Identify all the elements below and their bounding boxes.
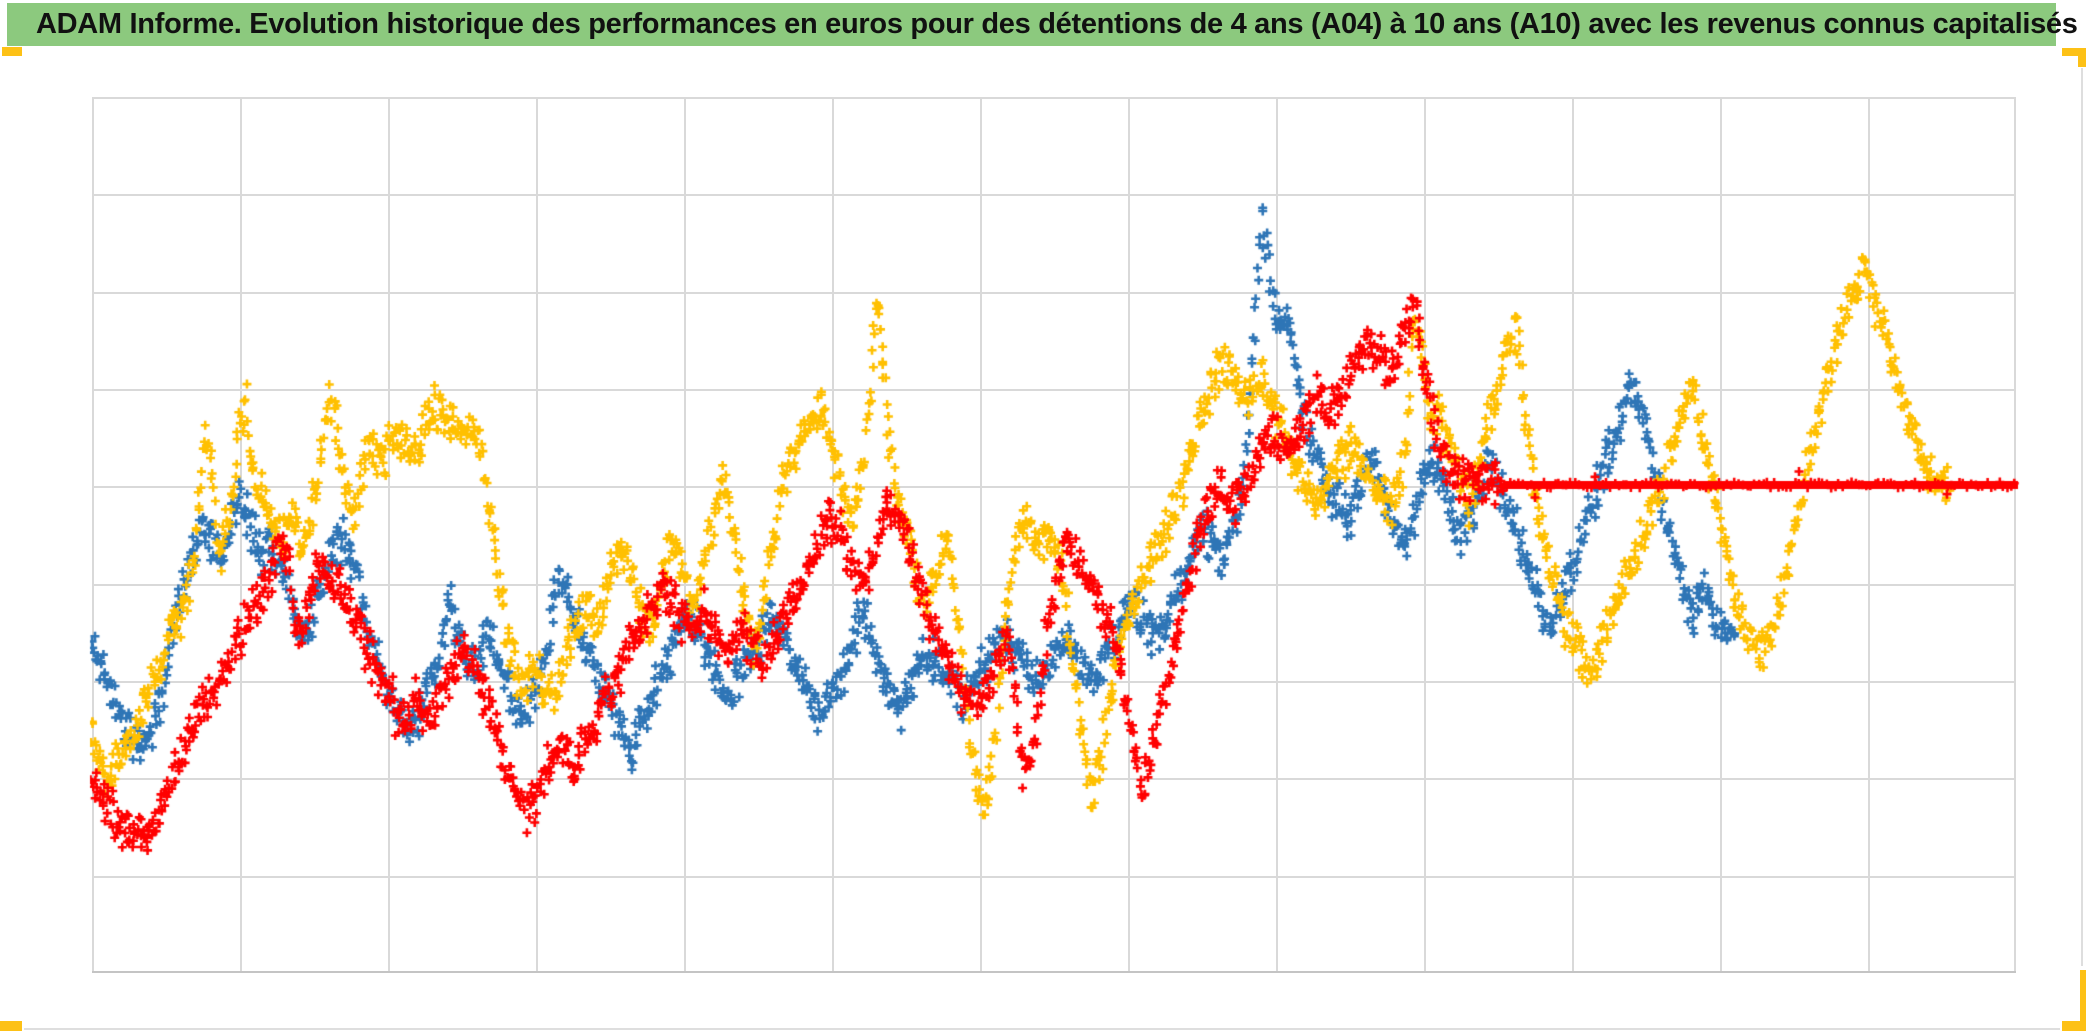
slide: { "header": { "title": "ADAM Informe. Ev… bbox=[0, 0, 2086, 1031]
scatter-markers-canvas bbox=[0, 0, 2086, 1031]
